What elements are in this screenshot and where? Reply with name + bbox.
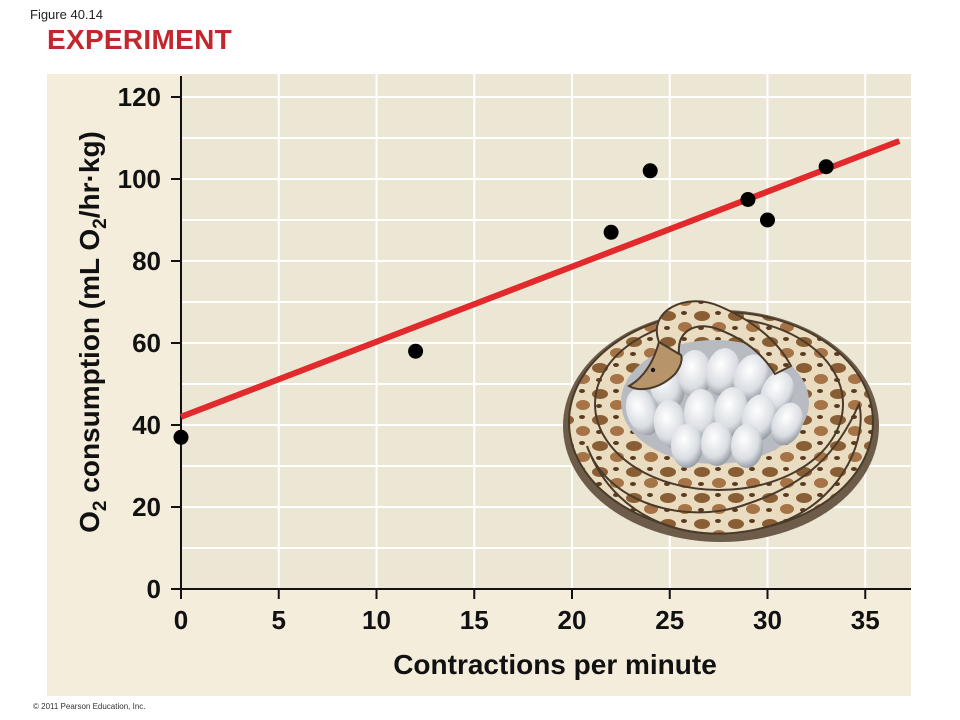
trend-line-group <box>179 138 901 420</box>
subscript: 2 <box>90 218 111 229</box>
tick-labels: 0 20 40 60 80 100 120 0 5 10 15 20 25 30 35 <box>118 82 880 635</box>
axis-title-part: O <box>74 511 105 533</box>
y-tick-label: 20 <box>132 492 161 522</box>
experiment-heading: EXPERIMENT <box>47 24 233 55</box>
copyright-notice: © 2011 Pearson Education, Inc. <box>33 702 146 711</box>
x-tick-label: 20 <box>558 605 587 635</box>
y-tick-label: 60 <box>132 328 161 358</box>
scatter-chart: 0 20 40 60 80 100 120 0 5 10 15 20 25 30 35 <box>74 74 911 680</box>
y-tick-label: 100 <box>118 164 161 194</box>
x-tick-label: 30 <box>753 605 782 635</box>
y-tick-label: 120 <box>118 82 161 112</box>
x-tick-label: 0 <box>174 605 188 635</box>
data-point <box>760 212 775 228</box>
axis-title-part: /hr·kg) <box>74 131 105 218</box>
x-tick-label: 35 <box>851 605 880 635</box>
data-point <box>740 192 756 207</box>
trend-line <box>179 138 901 420</box>
data-point <box>818 159 834 175</box>
coiled-python-on-eggs-illustration <box>563 300 879 542</box>
x-tick-label: 25 <box>655 605 684 635</box>
x-tick-label: 10 <box>362 605 391 635</box>
axis-title-part: consumption (mL O <box>74 229 105 501</box>
figure-label: Figure 40.14 <box>30 7 103 22</box>
data-points <box>173 159 834 445</box>
y-axis-title: O2 consumption (mL O2/hr·kg) <box>74 131 111 533</box>
x-tick-label: 5 <box>272 605 286 635</box>
y-tick-label: 40 <box>132 410 161 440</box>
data-point <box>173 429 189 445</box>
subscript: 2 <box>90 501 111 512</box>
data-point <box>603 224 619 240</box>
chart-panel: 0 20 40 60 80 100 120 0 5 10 15 20 25 30 35 <box>47 74 911 696</box>
data-point <box>408 343 424 359</box>
y-tick-label: 0 <box>147 574 161 604</box>
y-tick-label: 80 <box>132 246 161 276</box>
axes <box>171 76 911 599</box>
x-axis-title: Contractions per minute <box>393 649 717 680</box>
x-tick-label: 15 <box>460 605 489 635</box>
data-point <box>642 163 658 179</box>
